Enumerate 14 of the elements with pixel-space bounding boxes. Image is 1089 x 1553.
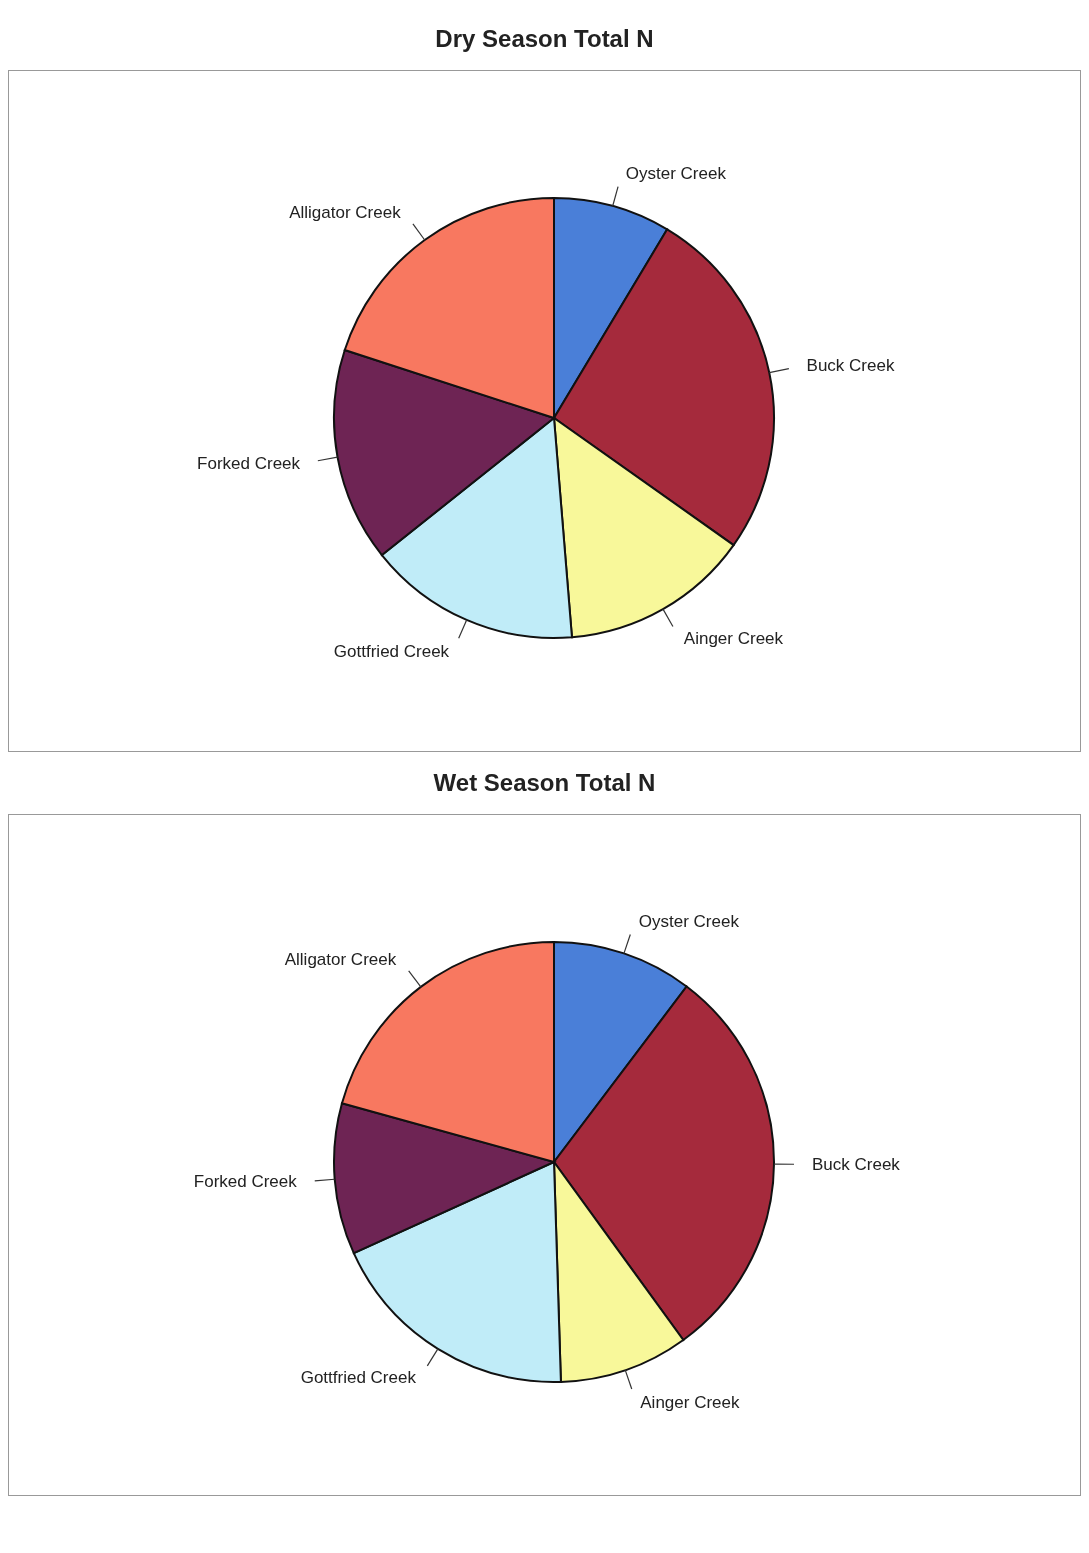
chart-title: Dry Season Total N — [434, 24, 655, 54]
slice-label: Ainger Creek — [640, 1392, 740, 1412]
slice-label: Gottfried Creek — [300, 1368, 417, 1388]
slice-label: Oyster Creek — [625, 163, 727, 183]
slice-label: Forked Creek — [197, 453, 301, 473]
slice-label: Alligator Creek — [289, 203, 402, 223]
slice-label: Forked Creek — [193, 1172, 298, 1192]
slice-label: Gottfried Creek — [333, 641, 450, 661]
chart-title: Wet Season Total N — [432, 768, 657, 798]
slice-label: Alligator Creek — [284, 950, 397, 970]
slice-label: Buck Creek — [811, 1154, 901, 1174]
slice-label: Buck Creek — [806, 356, 895, 376]
slice-label: Ainger Creek — [683, 629, 784, 649]
slice-label: Oyster Creek — [638, 911, 740, 931]
